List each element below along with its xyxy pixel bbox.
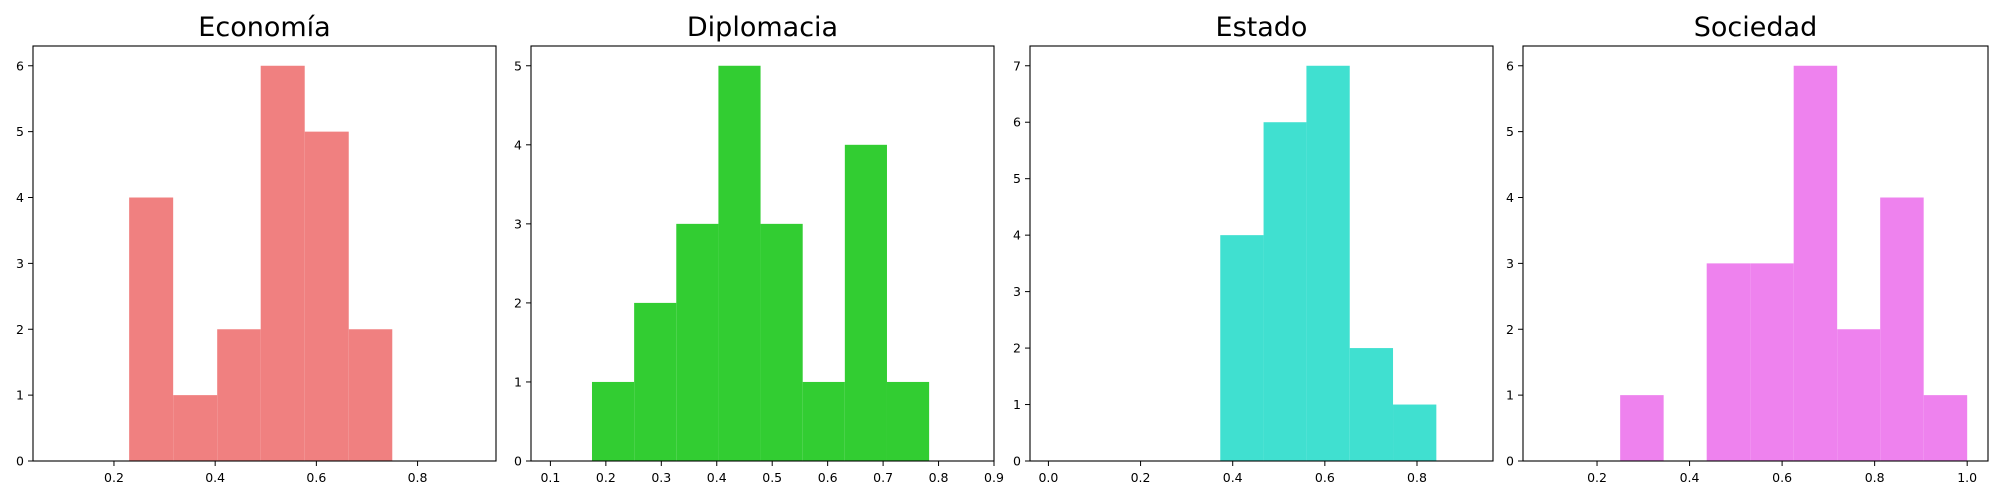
y-tick-label: 3 xyxy=(1013,284,1021,299)
histogram-bar xyxy=(1793,65,1838,461)
y-tick-label: 5 xyxy=(16,124,24,139)
y-tick-label: 0 xyxy=(1506,454,1514,469)
x-tick-label: 0.8 xyxy=(1407,470,1427,485)
y-tick-label: 5 xyxy=(514,58,522,73)
y-tick-label: 0 xyxy=(1013,454,1021,469)
y-tick-label: 3 xyxy=(16,256,24,271)
y-tick-label: 1 xyxy=(16,388,24,403)
y-tick-label: 7 xyxy=(1013,58,1021,73)
x-tick-label: 0.2 xyxy=(1587,470,1607,485)
histogram-bar xyxy=(1620,395,1664,461)
y-tick-label: 6 xyxy=(16,58,24,73)
x-tick-label: 0.6 xyxy=(1772,470,1792,485)
x-tick-label: 0.6 xyxy=(1315,470,1335,485)
x-tick-label: 0.4 xyxy=(1680,470,1700,485)
histogram-bar xyxy=(173,395,218,461)
x-tick-label: 0.2 xyxy=(596,470,616,485)
histogram-panel: 0.2 0.4 0.6 0.8 1.0 0 1 2 3 4 5 6 Sociedad xyxy=(1506,12,1989,485)
x-tick-label: 0.8 xyxy=(929,470,949,485)
chart-title: Estado xyxy=(1216,12,1308,43)
y-tick-label: 3 xyxy=(1506,256,1514,271)
y-tick-label: 4 xyxy=(16,190,24,205)
y-tick-label: 4 xyxy=(1013,228,1021,243)
x-tick-label: 0.4 xyxy=(1223,470,1243,485)
histogram-bar xyxy=(1393,404,1437,461)
x-tick-label: 0.9 xyxy=(984,470,1004,485)
chart-title: Diplomacia xyxy=(687,12,838,43)
histogram-panel: 0.1 0.2 0.3 0.4 0.5 0.6 0.7 0.8 0.9 0 1 2 3 4 5 Diploma… xyxy=(514,12,1004,485)
y-tick-label: 2 xyxy=(514,295,522,310)
histogram-bar xyxy=(1880,197,1924,461)
x-tick-label: 1.0 xyxy=(1957,470,1977,485)
histogram-panel: 0.0 0.2 0.4 0.6 0.8 0 1 2 3 4 5 6 7 Estado xyxy=(1013,12,1494,485)
y-tick-label: 4 xyxy=(514,137,522,152)
x-tick-label: 0.2 xyxy=(1131,470,1151,485)
histogram-panel: 0.2 0.4 0.6 0.8 0 1 2 3 4 5 6 Economía xyxy=(16,12,497,485)
axes-frame xyxy=(32,45,497,462)
histogram-bar xyxy=(348,329,393,461)
y-tick-label: 0 xyxy=(16,454,24,469)
histogram-bar xyxy=(886,381,930,461)
y-tick-label: 2 xyxy=(1013,341,1021,356)
x-tick-label: 0.6 xyxy=(306,470,326,485)
y-tick-label: 0 xyxy=(514,454,522,469)
histogram-bar xyxy=(1923,395,1968,461)
x-tick-label: 0.4 xyxy=(205,470,225,485)
x-tick-label: 0.8 xyxy=(408,470,428,485)
axes-frame xyxy=(530,45,995,462)
histogram-bar xyxy=(591,381,635,461)
histogram-bar xyxy=(1706,263,1751,461)
histogram-bar xyxy=(676,223,719,461)
y-tick-label: 2 xyxy=(16,322,24,337)
histogram-bar xyxy=(1750,263,1794,461)
histogram-bar xyxy=(802,381,845,461)
histogram-bar xyxy=(1837,329,1881,461)
histogram-bar xyxy=(260,65,305,461)
chart-title: Economía xyxy=(198,12,330,43)
histogram-bar xyxy=(1349,348,1394,461)
y-tick-label: 2 xyxy=(1506,322,1514,337)
histogram-bar xyxy=(1263,122,1307,461)
y-tick-label: 5 xyxy=(1013,171,1021,186)
histogram-bar xyxy=(1306,65,1350,461)
y-tick-label: 6 xyxy=(1013,115,1021,130)
histogram-bar xyxy=(129,197,174,461)
y-tick-label: 1 xyxy=(514,374,522,389)
x-tick-label: 0.7 xyxy=(873,470,893,485)
histogram-bar xyxy=(304,131,349,461)
histogram-bar xyxy=(1220,235,1264,461)
x-tick-label: 0.4 xyxy=(707,470,727,485)
histogram-bar xyxy=(718,65,761,461)
histogram-bar xyxy=(844,144,887,461)
y-tick-label: 6 xyxy=(1506,58,1514,73)
axes-frame xyxy=(1522,45,1989,462)
chart-title: Sociedad xyxy=(1694,12,1817,43)
y-tick-label: 3 xyxy=(514,216,522,231)
y-tick-label: 5 xyxy=(1506,124,1514,139)
x-tick-label: 0.8 xyxy=(1865,470,1885,485)
x-tick-label: 0.6 xyxy=(818,470,838,485)
y-tick-label: 1 xyxy=(1013,397,1021,412)
x-tick-label: 0.2 xyxy=(104,470,124,485)
x-tick-label: 0.0 xyxy=(1038,470,1058,485)
x-tick-label: 0.3 xyxy=(651,470,671,485)
y-tick-label: 4 xyxy=(1506,190,1514,205)
x-tick-label: 0.5 xyxy=(762,470,782,485)
histogram-bar xyxy=(760,223,803,461)
x-tick-label: 0.1 xyxy=(540,470,560,485)
histogram-bar xyxy=(634,302,677,461)
histogram-bar xyxy=(217,329,261,461)
y-tick-label: 1 xyxy=(1506,388,1514,403)
axes-frame xyxy=(1029,45,1494,462)
